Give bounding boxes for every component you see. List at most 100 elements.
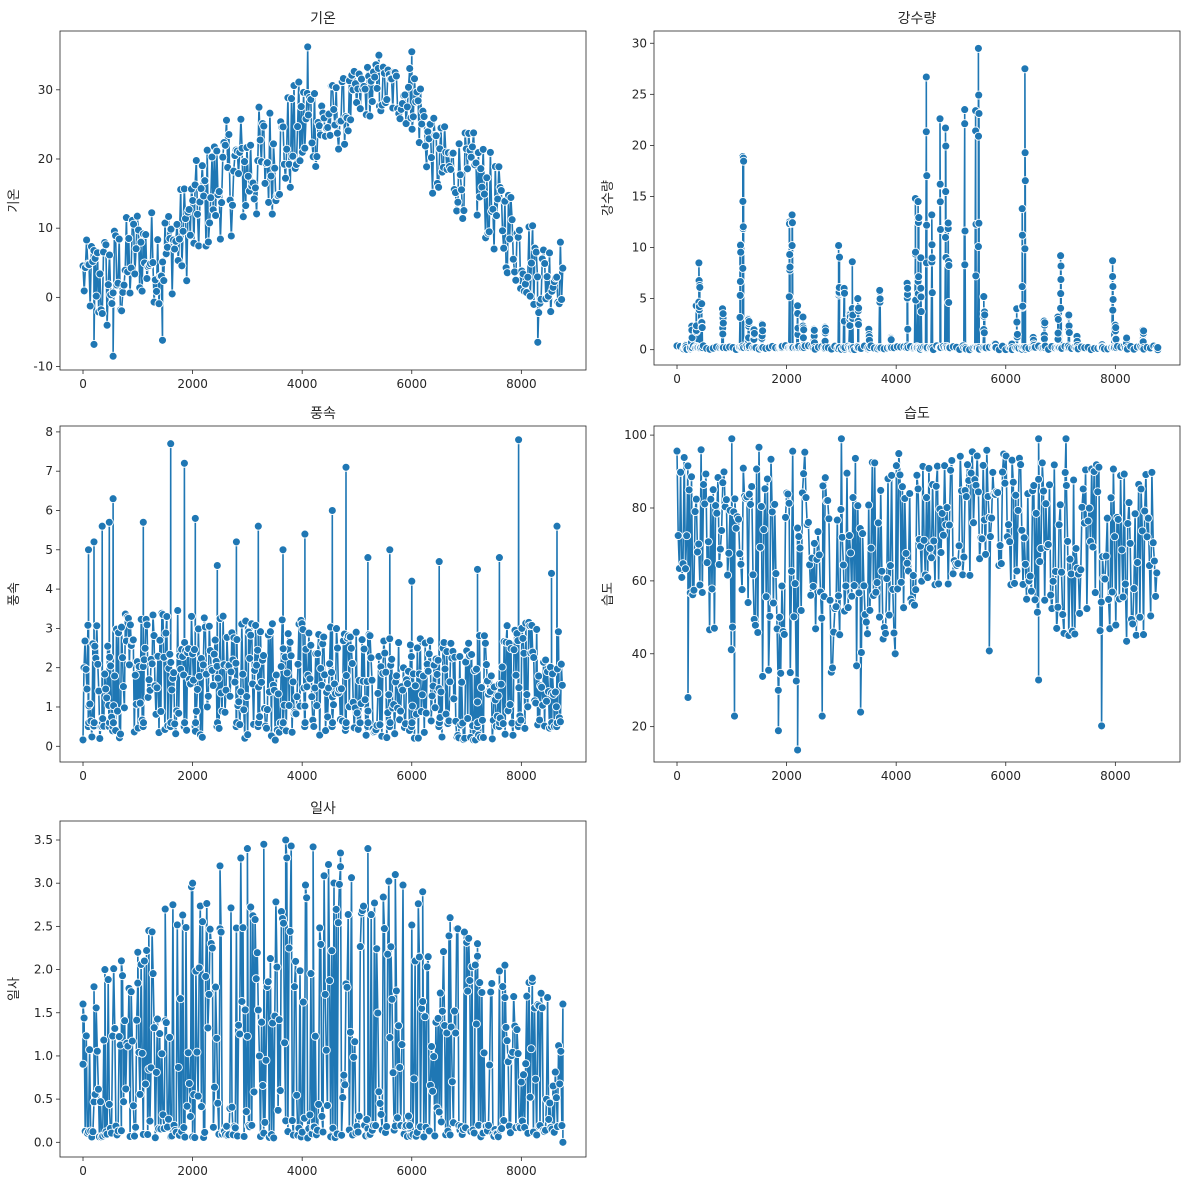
data-point bbox=[240, 157, 249, 167]
data-point bbox=[288, 151, 298, 161]
data-point bbox=[508, 730, 518, 740]
data-point bbox=[1012, 329, 1022, 339]
data-point bbox=[385, 634, 395, 644]
data-point bbox=[753, 628, 763, 637]
data-point bbox=[436, 687, 446, 697]
data-point bbox=[221, 685, 231, 695]
data-point bbox=[158, 257, 168, 267]
data-point bbox=[514, 435, 524, 445]
data-point bbox=[225, 691, 235, 701]
data-point bbox=[327, 946, 337, 956]
y-tick-label: -10 bbox=[33, 360, 53, 374]
data-point bbox=[744, 317, 754, 326]
data-point bbox=[973, 43, 983, 53]
data-point bbox=[409, 1074, 419, 1084]
data-point bbox=[166, 224, 176, 234]
data-point bbox=[237, 997, 247, 1006]
data-point bbox=[440, 664, 450, 674]
data-point bbox=[1147, 467, 1157, 477]
data-point bbox=[188, 196, 198, 205]
data-point bbox=[889, 628, 899, 638]
data-point bbox=[422, 962, 432, 972]
data-point bbox=[182, 1101, 192, 1111]
data-point bbox=[697, 299, 707, 309]
data-point bbox=[557, 680, 567, 690]
data-point bbox=[325, 130, 335, 140]
data-point bbox=[528, 221, 538, 231]
data-point bbox=[509, 645, 519, 655]
data-point bbox=[103, 641, 113, 651]
data-point bbox=[286, 841, 296, 851]
data-point bbox=[1017, 282, 1027, 292]
data-point bbox=[282, 144, 292, 154]
data-point bbox=[558, 263, 568, 273]
data-point bbox=[922, 171, 932, 181]
data-point bbox=[542, 696, 551, 706]
data-point bbox=[247, 1120, 257, 1130]
data-point bbox=[203, 237, 213, 247]
data-point bbox=[555, 717, 565, 727]
data-point bbox=[170, 244, 180, 254]
data-point bbox=[793, 301, 803, 311]
data-point bbox=[116, 956, 126, 966]
data-point bbox=[846, 548, 856, 558]
data-point bbox=[198, 917, 207, 927]
x-tick-label: 8000 bbox=[1100, 769, 1131, 783]
data-point bbox=[100, 965, 110, 975]
data-point bbox=[177, 261, 187, 271]
data-point bbox=[1137, 526, 1147, 536]
data-point bbox=[287, 727, 297, 737]
data-point bbox=[831, 602, 841, 612]
data-point bbox=[788, 446, 798, 456]
data-point bbox=[717, 526, 727, 535]
data-point bbox=[1045, 480, 1054, 490]
data-point bbox=[479, 631, 489, 641]
data-point bbox=[212, 146, 222, 156]
data-point bbox=[1052, 623, 1062, 633]
data-point bbox=[480, 638, 490, 648]
x-tick-label: 4000 bbox=[287, 377, 318, 391]
data-point bbox=[246, 630, 256, 640]
data-point bbox=[1020, 148, 1030, 158]
data-point bbox=[246, 140, 256, 150]
data-point bbox=[345, 632, 355, 642]
data-point bbox=[205, 924, 215, 934]
plot-frame-wind-speed bbox=[59, 425, 587, 763]
data-point bbox=[682, 531, 692, 541]
x-tick-label: 6000 bbox=[990, 769, 1021, 783]
data-point bbox=[464, 933, 474, 943]
chart-title-solar-radiation: 일사 bbox=[310, 801, 336, 817]
data-point bbox=[708, 485, 718, 495]
y-axis-temperature: -10 0 10 20 30 bbox=[33, 83, 60, 374]
data-point bbox=[83, 620, 93, 630]
data-point bbox=[1128, 619, 1138, 629]
data-point bbox=[78, 999, 88, 1009]
data-point bbox=[187, 611, 196, 621]
data-point bbox=[1146, 611, 1156, 621]
chart-title-precipitation: 강수량 bbox=[898, 11, 937, 27]
data-point bbox=[360, 695, 370, 705]
data-point bbox=[147, 659, 157, 669]
data-point bbox=[309, 722, 319, 731]
data-point bbox=[355, 942, 365, 952]
data-point bbox=[1055, 500, 1065, 510]
data-point bbox=[711, 501, 721, 511]
data-point bbox=[200, 176, 210, 186]
data-point bbox=[558, 999, 568, 1009]
data-point bbox=[255, 135, 265, 145]
y-tick-label: 5 bbox=[45, 543, 53, 557]
data-point bbox=[484, 227, 494, 237]
data-point bbox=[1010, 578, 1019, 588]
data-point bbox=[79, 1013, 89, 1023]
data-point bbox=[988, 467, 998, 477]
data-point bbox=[428, 188, 438, 198]
data-point bbox=[363, 62, 372, 72]
data-point bbox=[914, 272, 924, 282]
data-point bbox=[167, 685, 177, 695]
x-axis-solar-radiation: 0 2000 4000 6000 8000 bbox=[79, 1157, 537, 1178]
data-point bbox=[979, 292, 989, 302]
data-point bbox=[427, 1042, 436, 1051]
data-point bbox=[412, 643, 422, 653]
data-point bbox=[715, 544, 725, 554]
data-point bbox=[1129, 584, 1139, 594]
